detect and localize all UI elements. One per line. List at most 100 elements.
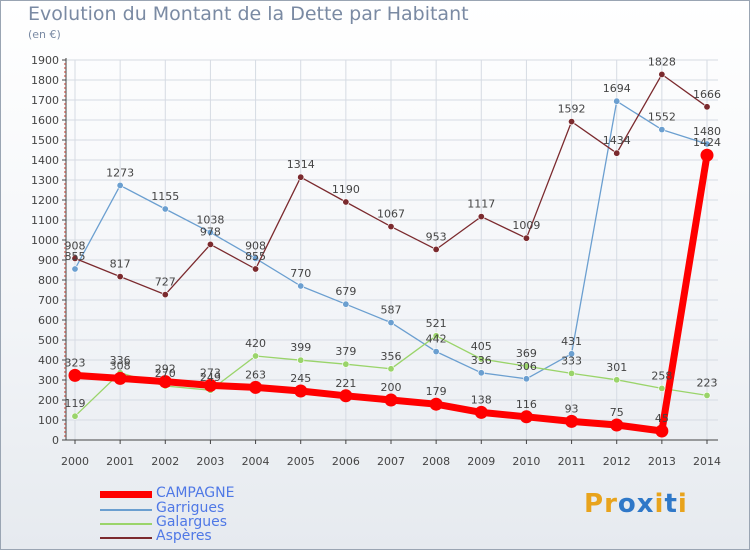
brand-logo-letter: o <box>617 489 637 519</box>
data-point-garrigues <box>71 265 79 273</box>
data-point-garrigues <box>477 369 485 377</box>
data-label-asperes: 817 <box>110 258 131 271</box>
brand-logo-letter: P <box>584 489 605 519</box>
data-point-asperes <box>252 265 260 273</box>
x-tick-label: 2008 <box>422 455 450 468</box>
data-label-campagne: 93 <box>565 402 579 415</box>
data-label-galargues: 405 <box>471 340 492 353</box>
x-tick-label: 2014 <box>693 455 721 468</box>
data-label-galargues: 119 <box>65 397 86 410</box>
brand-logo-letter: i <box>677 489 688 519</box>
y-tick-label: 700 <box>38 294 59 307</box>
data-label-galargues: 249 <box>200 371 221 384</box>
data-point-garrigues <box>568 350 576 358</box>
y-tick-label: 1100 <box>31 214 59 227</box>
data-label-garrigues: 1155 <box>151 190 179 203</box>
data-point-garrigues <box>206 228 214 236</box>
data-label-garrigues: 1480 <box>693 125 721 138</box>
data-point-campagne <box>158 375 172 389</box>
x-tick-label: 2002 <box>151 455 179 468</box>
legend-item-asperes: Aspères <box>100 528 360 545</box>
data-label-galargues: 356 <box>381 350 402 363</box>
data-label-asperes: 1117 <box>467 198 495 211</box>
data-point-galargues <box>387 365 395 373</box>
data-label-galargues: 379 <box>335 345 356 358</box>
data-point-campagne <box>655 424 669 438</box>
data-label-asperes: 855 <box>245 250 266 263</box>
legend-swatch-garrigues <box>100 509 152 511</box>
data-point-galargues <box>297 356 305 364</box>
series-points <box>68 70 714 438</box>
x-tick-label: 2004 <box>242 455 270 468</box>
data-label-campagne: 263 <box>245 368 266 381</box>
y-tick-label: 500 <box>38 334 59 347</box>
data-label-garrigues: 306 <box>516 360 537 373</box>
brand-logo-letter: r <box>604 489 618 519</box>
legend-item-campagne: CAMPAGNE <box>100 485 360 502</box>
data-point-campagne <box>474 405 488 419</box>
y-tick-label: 1300 <box>31 174 59 187</box>
data-point-garrigues <box>703 140 711 148</box>
data-point-campagne <box>519 410 533 424</box>
x-tick-label: 2000 <box>61 455 89 468</box>
axes: 0 100 200 300 400 500 600 700 800 900 1000 1100 1200… <box>31 54 721 468</box>
data-label-asperes: 1592 <box>558 103 586 116</box>
y-tick-label: 400 <box>38 354 59 367</box>
data-label-campagne: 273 <box>200 366 221 379</box>
data-point-asperes <box>703 103 711 111</box>
legend-label-campagne: CAMPAGNE <box>156 485 235 501</box>
data-label-campagne: 200 <box>381 381 402 394</box>
y-tick-label: 200 <box>38 394 59 407</box>
brand-logo-letter: i <box>654 489 665 519</box>
y-tick-label: 300 <box>38 374 59 387</box>
data-label-garrigues: 1273 <box>106 166 134 179</box>
chart-title: Evolution du Montant de la Dette par Hab… <box>28 3 469 25</box>
data-point-campagne <box>68 368 82 382</box>
data-point-galargues <box>522 362 530 370</box>
brand-logo-letter: x <box>636 489 655 519</box>
legend-label-galargues: Galargues <box>156 514 228 530</box>
data-point-galargues <box>703 391 711 399</box>
data-point-galargues <box>613 376 621 384</box>
data-point-galargues <box>568 369 576 377</box>
y-tick-label: 1800 <box>31 74 59 87</box>
data-point-galargues <box>342 360 350 368</box>
data-point-asperes <box>342 198 350 206</box>
data-point-campagne <box>339 389 353 403</box>
data-point-asperes <box>477 213 485 221</box>
data-point-garrigues <box>387 319 395 327</box>
data-point-campagne <box>203 378 217 392</box>
data-label-galargues: 399 <box>290 341 311 354</box>
data-point-campagne <box>294 384 308 398</box>
brand-logo-letter: t <box>664 489 678 519</box>
data-point-garrigues <box>522 375 530 383</box>
y-tick-label: 1600 <box>31 114 59 127</box>
data-label-garrigues: 336 <box>471 354 492 367</box>
y-tick-label: 800 <box>38 274 59 287</box>
data-point-asperes <box>387 223 395 231</box>
legend-label-garrigues: Garrigues <box>156 500 225 516</box>
data-label-galargues: 521 <box>426 317 447 330</box>
data-point-garrigues <box>658 126 666 134</box>
data-label-campagne: 75 <box>610 406 624 419</box>
data-label-garrigues: 431 <box>561 335 582 348</box>
data-point-asperes <box>161 291 169 299</box>
data-point-garrigues <box>342 300 350 308</box>
y-tick-label: 1200 <box>31 194 59 207</box>
data-label-garrigues: 908 <box>245 239 266 252</box>
y-tick-label: 0 <box>52 434 59 447</box>
data-label-asperes: 1067 <box>377 208 405 221</box>
data-labels: 323 308 292 273 263 245 221 200 179 138 116 93 75 45 1… <box>65 55 722 425</box>
data-label-galargues: 333 <box>561 354 582 367</box>
x-tick-label: 2009 <box>467 455 495 468</box>
y-tick-label: 1900 <box>31 54 59 67</box>
data-label-campagne: 323 <box>65 356 86 369</box>
data-label-asperes: 1666 <box>693 88 721 101</box>
y-tick-label: 900 <box>38 254 59 267</box>
legend-swatch-galargues <box>100 523 152 525</box>
data-point-galargues <box>477 355 485 363</box>
data-label-campagne: 308 <box>110 359 131 372</box>
data-label-campagne: 179 <box>426 385 447 398</box>
data-point-galargues <box>71 412 79 420</box>
data-label-garrigues: 442 <box>426 333 447 346</box>
